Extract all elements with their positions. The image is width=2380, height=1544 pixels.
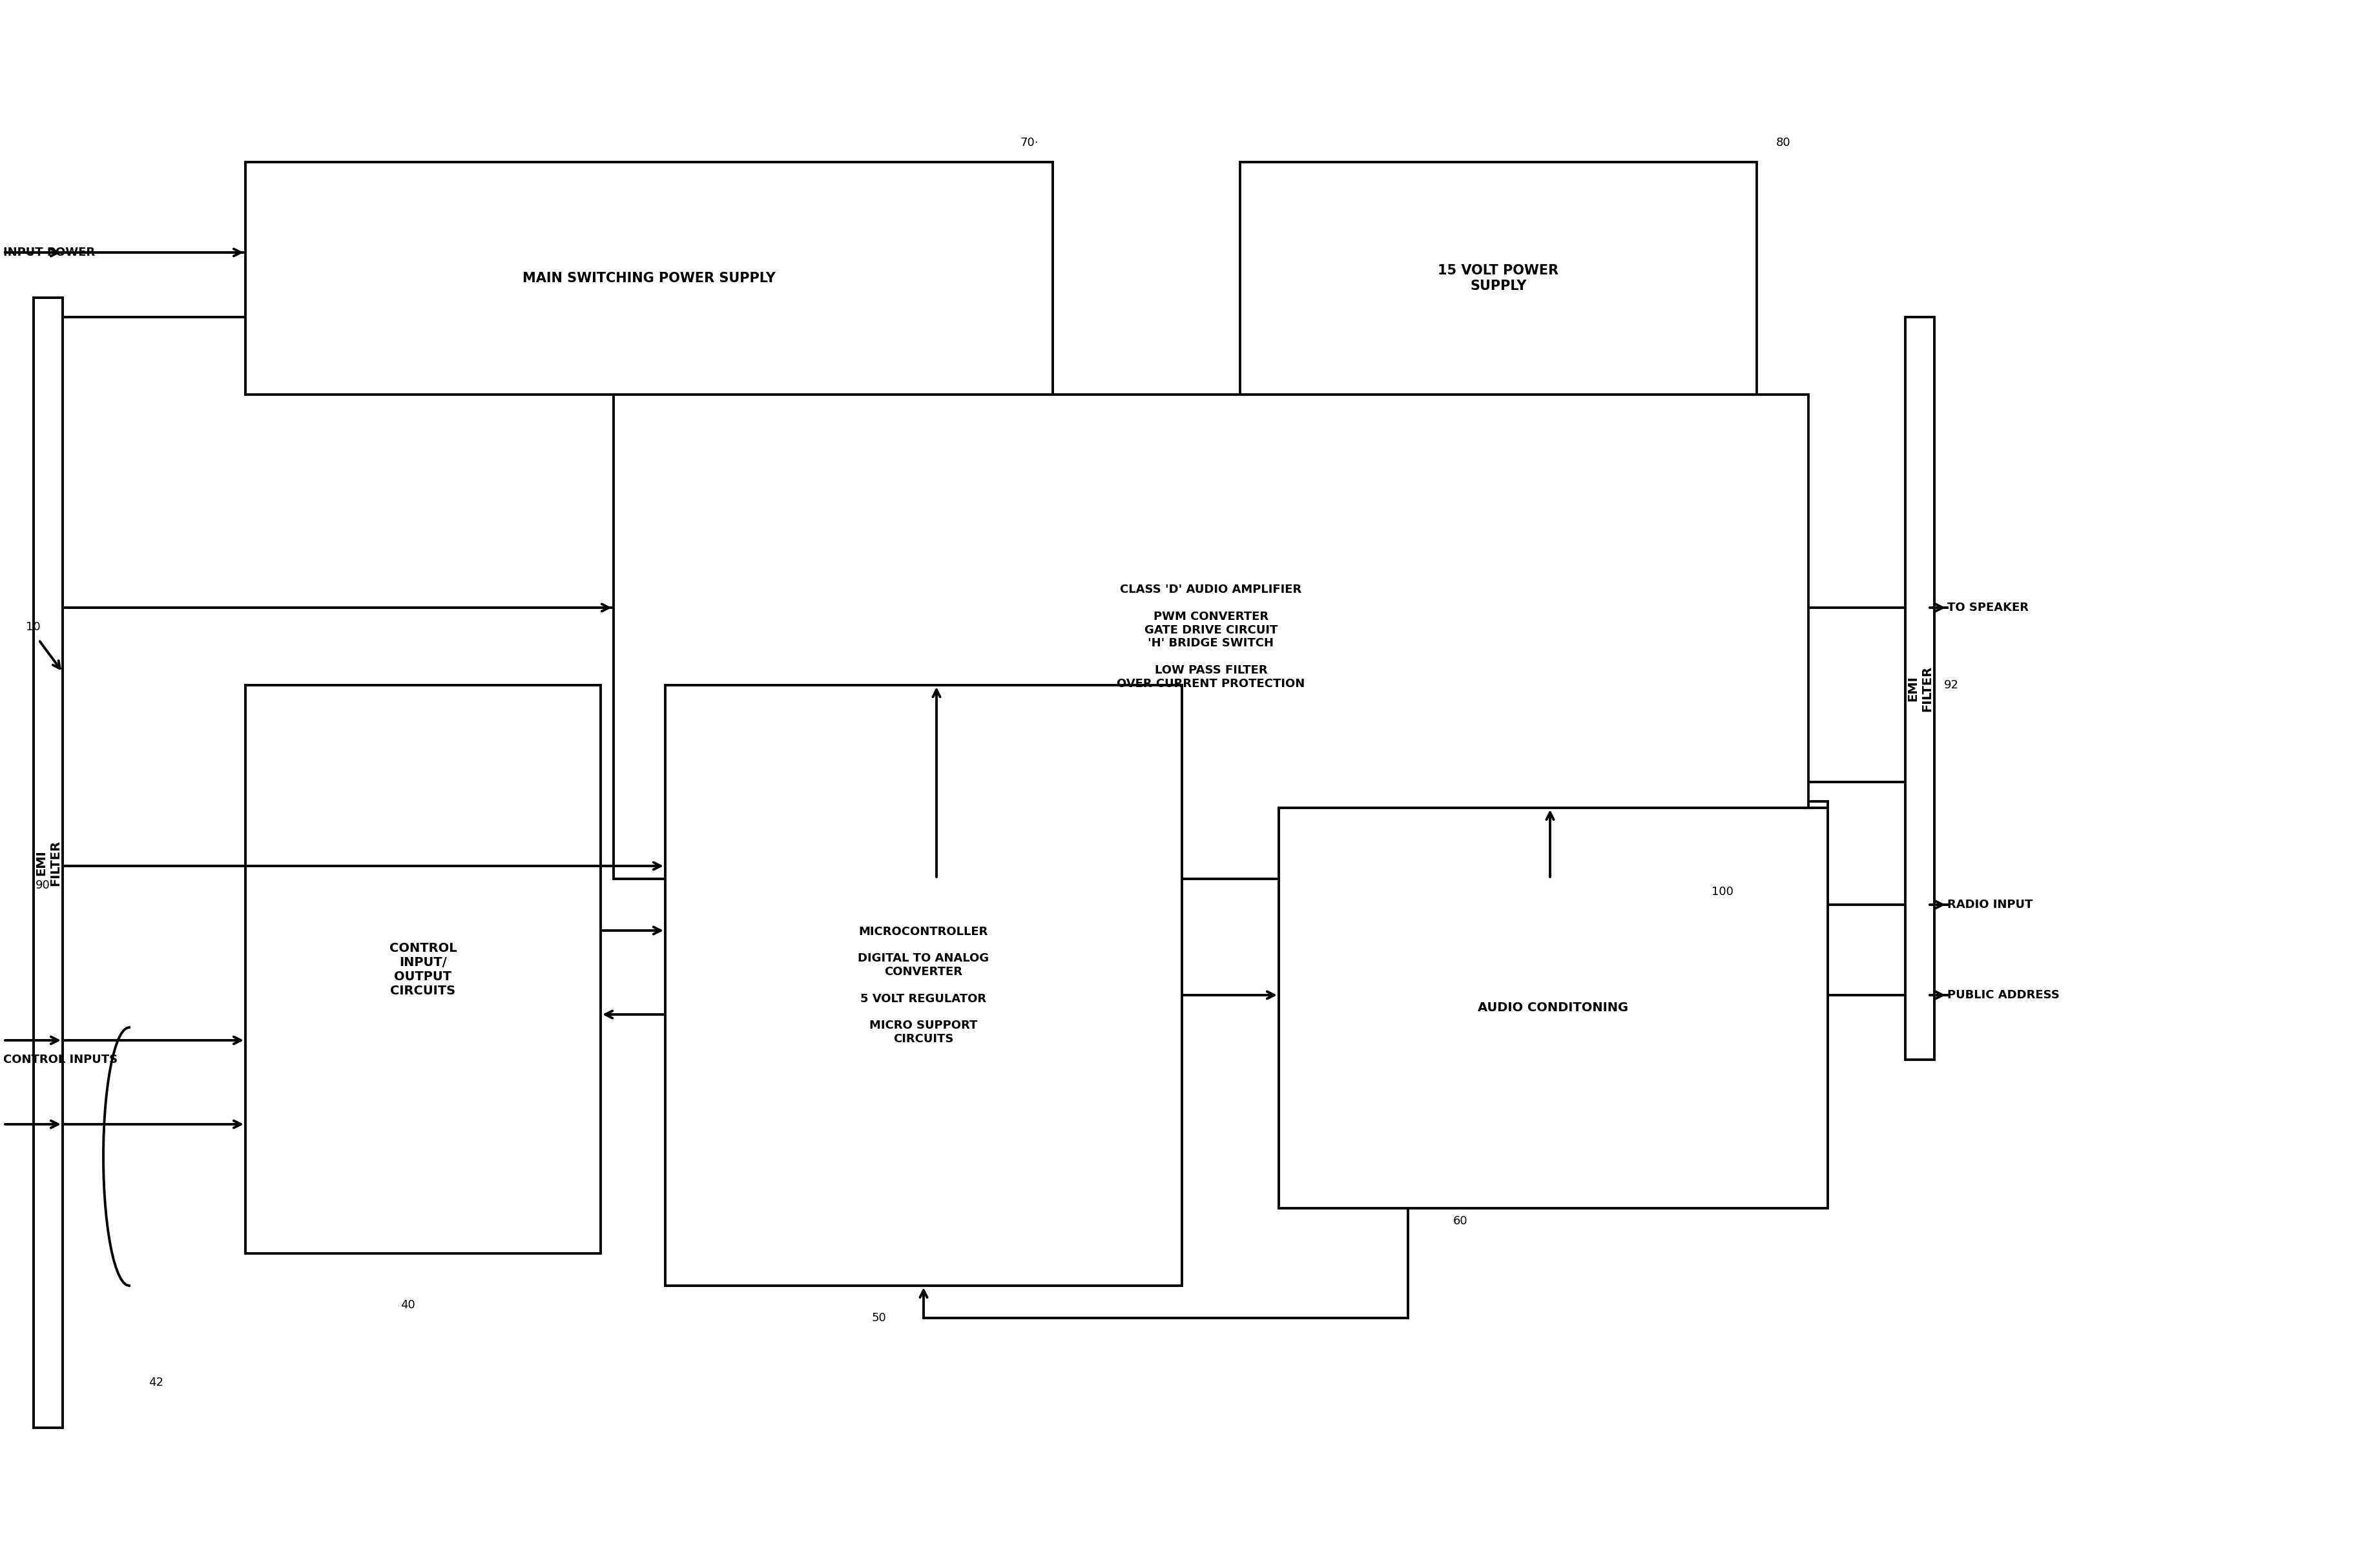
Text: TO SPEAKER: TO SPEAKER [1947,602,2028,613]
Text: EMI
FILTER: EMI FILTER [1906,665,1933,712]
Text: 92: 92 [1944,679,1959,692]
Text: MAIN SWITCHING POWER SUPPLY: MAIN SWITCHING POWER SUPPLY [524,272,776,284]
Text: AUDIO CONDITONING: AUDIO CONDITONING [1478,1002,1628,1014]
Text: 90: 90 [36,880,50,891]
Text: RADIO INPUT: RADIO INPUT [1947,899,2033,911]
Text: 80: 80 [1775,137,1790,148]
Bar [666,686,1183,1286]
Bar [1278,808,1828,1209]
Text: MICROCONTROLLER

DIGITAL TO ANALOG
CONVERTER

5 VOLT REGULATOR

MICRO SUPPORT
CI: MICROCONTROLLER DIGITAL TO ANALOG CONVER… [857,926,990,1045]
Text: 15 VOLT POWER
SUPPLY: 15 VOLT POWER SUPPLY [1438,264,1559,292]
Text: INPUT POWER: INPUT POWER [2,247,95,258]
Bar [245,162,1052,395]
Bar [1906,317,1935,1059]
Text: PUBLIC ADDRESS: PUBLIC ADDRESS [1947,990,2059,1001]
Bar [33,298,62,1428]
Text: 50: 50 [871,1312,888,1323]
Bar [614,395,1809,879]
Text: CLASS 'D' AUDIO AMPLIFIER

PWM CONVERTER
GATE DRIVE CIRCUIT
'H' BRIDGE SWITCH

L: CLASS 'D' AUDIO AMPLIFIER PWM CONVERTER … [1116,584,1304,690]
Text: 60: 60 [1454,1215,1468,1227]
Text: 42: 42 [148,1377,164,1388]
Text: EMI
FILTER: EMI FILTER [36,840,62,886]
Bar [1240,162,1756,395]
Text: 70·: 70· [1021,137,1038,148]
Text: 10: 10 [26,621,40,633]
Text: 40: 40 [400,1299,414,1311]
Bar [245,686,600,1254]
Text: 100: 100 [1711,886,1733,897]
Text: CONTROL
INPUT/
OUTPUT
CIRCUITS: CONTROL INPUT/ OUTPUT CIRCUITS [390,942,457,997]
Text: CONTROL INPUTS: CONTROL INPUTS [2,1055,117,1065]
